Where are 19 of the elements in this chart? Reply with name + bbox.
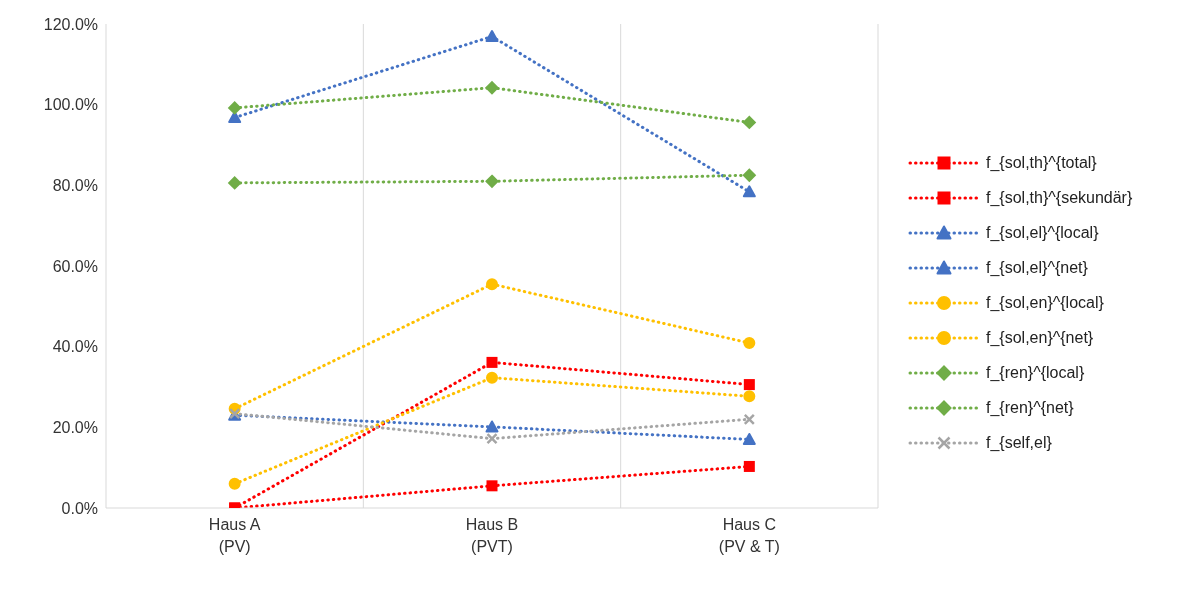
legend-label: f_{ren}^{net} xyxy=(986,399,1074,417)
y-tick-label: 100.0% xyxy=(43,96,98,114)
legend-label: f_{sol,en}^{net} xyxy=(986,329,1094,347)
y-tick-label: 80.0% xyxy=(52,177,98,195)
legend-label: f_{sol,th}^{sekundär} xyxy=(986,189,1133,207)
x-tick-label: Haus A (PV) xyxy=(208,516,261,555)
y-tick-label: 120.0% xyxy=(43,15,98,33)
legend-label: f_{self,el} xyxy=(986,434,1052,452)
legend-label: f_{ren}^{local} xyxy=(986,364,1085,382)
legend-label: f_{sol,el}^{net} xyxy=(986,259,1088,277)
x-tick-label: Haus C (PV & T) xyxy=(718,516,780,555)
x-tick-label: Haus B (PVT) xyxy=(465,516,519,555)
legend-label: f_{sol,th}^{total} xyxy=(986,154,1097,172)
y-tick-label: 20.0% xyxy=(52,419,98,437)
y-tick-label: 40.0% xyxy=(52,338,98,356)
y-tick-label: 60.0% xyxy=(52,257,98,275)
y-tick-label: 0.0% xyxy=(61,499,98,517)
legend-label: f_{sol,en}^{local} xyxy=(986,294,1104,312)
legend-label: f_{sol,el}^{local} xyxy=(986,224,1099,242)
